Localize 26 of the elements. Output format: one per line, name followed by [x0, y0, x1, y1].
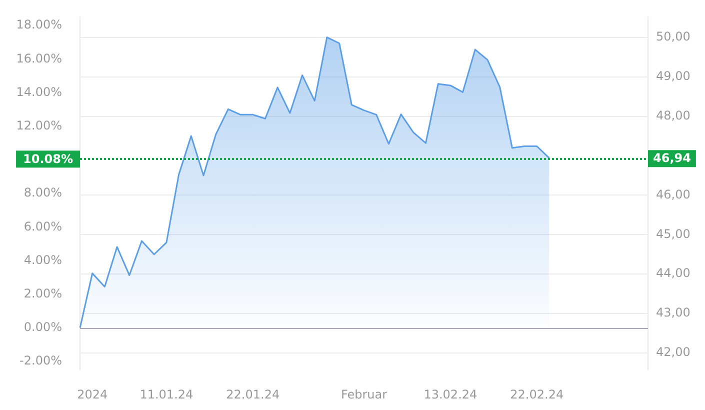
- y-tick-label: -2.00%: [20, 354, 62, 368]
- x-tick-label: 11.01.24: [140, 387, 194, 402]
- ref-line-label: 10.08%: [23, 152, 73, 166]
- y2-tick-label: 48,00: [656, 108, 690, 122]
- y2-tick-label: 42,00: [656, 345, 690, 360]
- y-tick-label: 18.00%: [16, 18, 62, 32]
- y2-tick-label: 45,00: [656, 226, 690, 241]
- y2-tick-label: 44,00: [656, 266, 690, 280]
- y-tick-label: 4.00%: [24, 252, 62, 267]
- x-tick-label: 22.02.24: [510, 387, 564, 402]
- ref-line-label: 46,94: [652, 151, 691, 166]
- y-tick-label: 16.00%: [16, 51, 62, 66]
- y2-tick-label: 43,00: [656, 306, 690, 320]
- y2-tick-label: 49,00: [656, 68, 690, 83]
- y-tick-label: 0.00%: [24, 320, 62, 334]
- y-tick-label: 14.00%: [16, 84, 62, 99]
- y2-tick-label: 46,00: [656, 187, 690, 202]
- y-tick-label: 8.00%: [24, 186, 62, 200]
- x-tick-label: 13.02.24: [424, 387, 478, 402]
- x-tick-label: 22.01.24: [226, 387, 280, 402]
- y-tick-label: 2.00%: [24, 286, 62, 301]
- x-tick-label: Februar: [340, 387, 388, 402]
- y2-tick-label: 50,00: [656, 29, 690, 44]
- x-tick-label: 2024: [77, 387, 108, 402]
- y-tick-label: 6.00%: [24, 219, 62, 234]
- y-tick-label: 12.00%: [16, 118, 62, 133]
